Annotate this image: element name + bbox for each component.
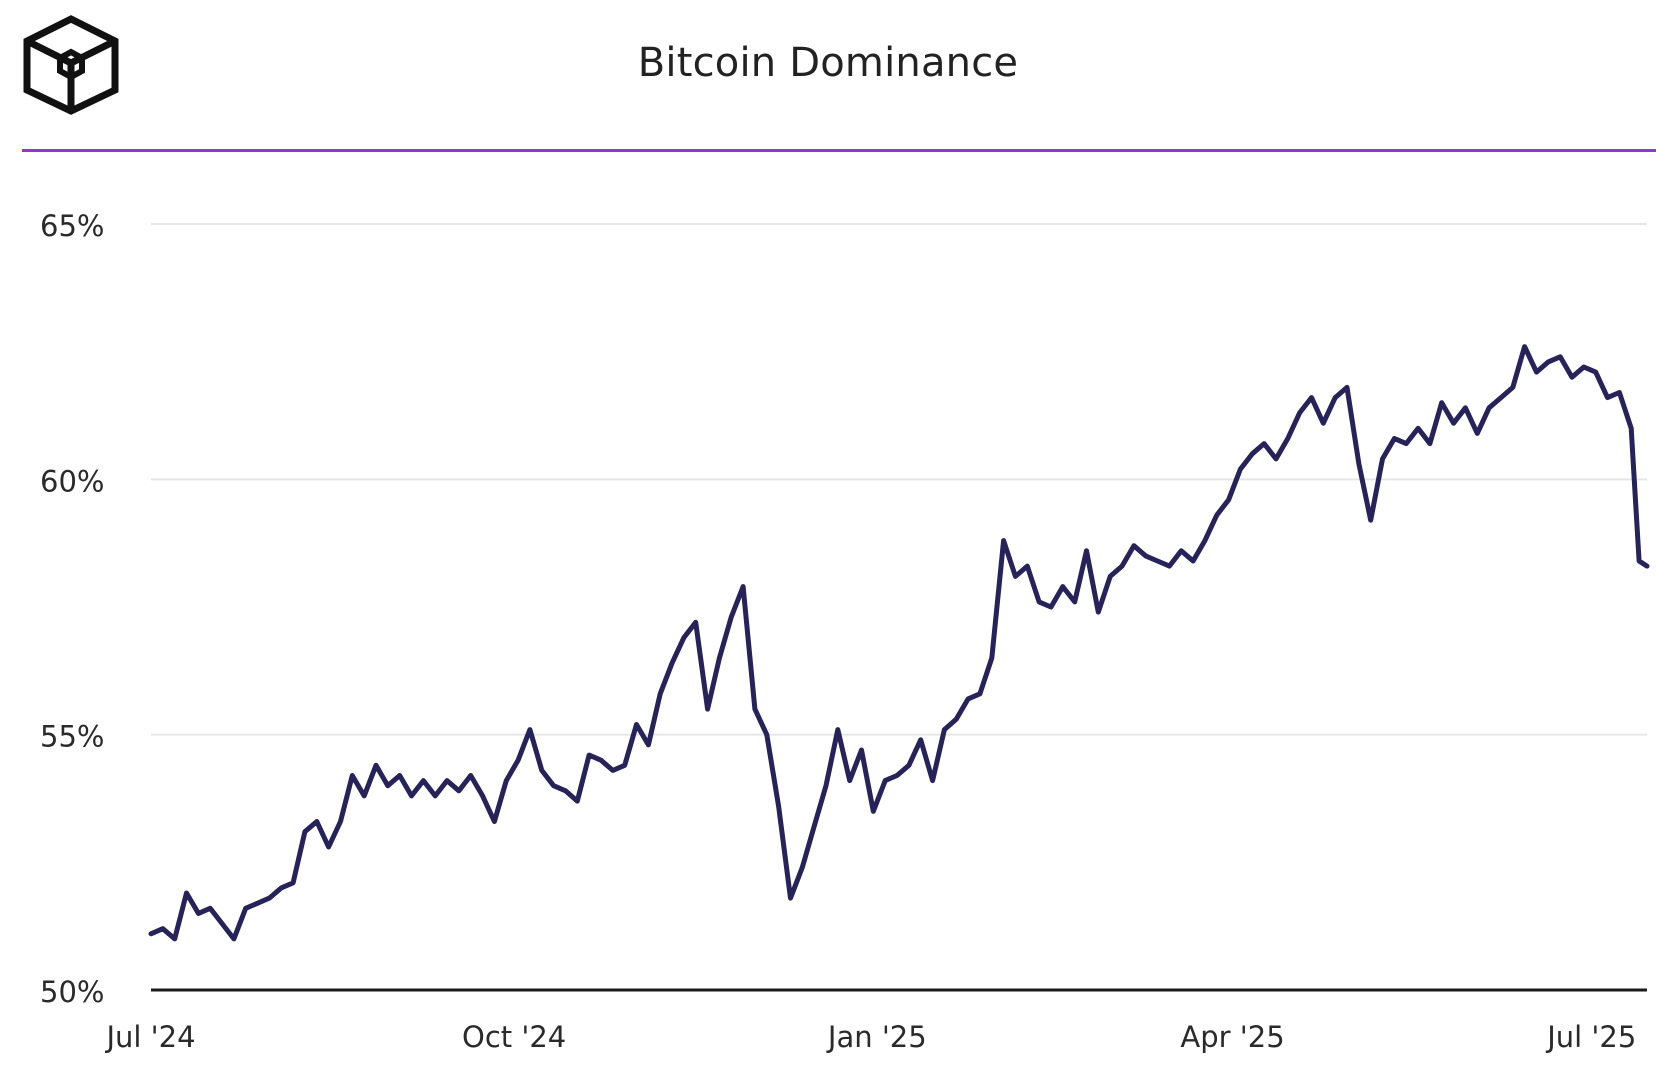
y-axis: 50% 55% 60% 65%: [40, 209, 104, 1009]
x-axis: Jul '24 Oct '24 Jan '25 Apr '25 Jul '25: [104, 1020, 1636, 1054]
x-tick-label: Jan '25: [826, 1020, 927, 1054]
x-tick-label: Apr '25: [1180, 1020, 1284, 1054]
header-divider: [22, 149, 1656, 152]
x-tick-label: Oct '24: [462, 1020, 566, 1054]
x-tick-label: Jul '24: [104, 1020, 195, 1054]
cube-logo-icon: [23, 15, 119, 115]
y-tick-label: 50%: [40, 975, 104, 1009]
y-tick-label: 55%: [40, 720, 104, 754]
gridlines: [151, 223, 1647, 736]
series-line-btc-dominance: [148, 344, 1650, 942]
y-tick-label: 60%: [40, 464, 104, 498]
x-tick-label: Jul '25: [1545, 1020, 1636, 1054]
y-tick-label: 65%: [40, 209, 104, 243]
chart-title: Bitcoin Dominance: [637, 40, 1019, 86]
